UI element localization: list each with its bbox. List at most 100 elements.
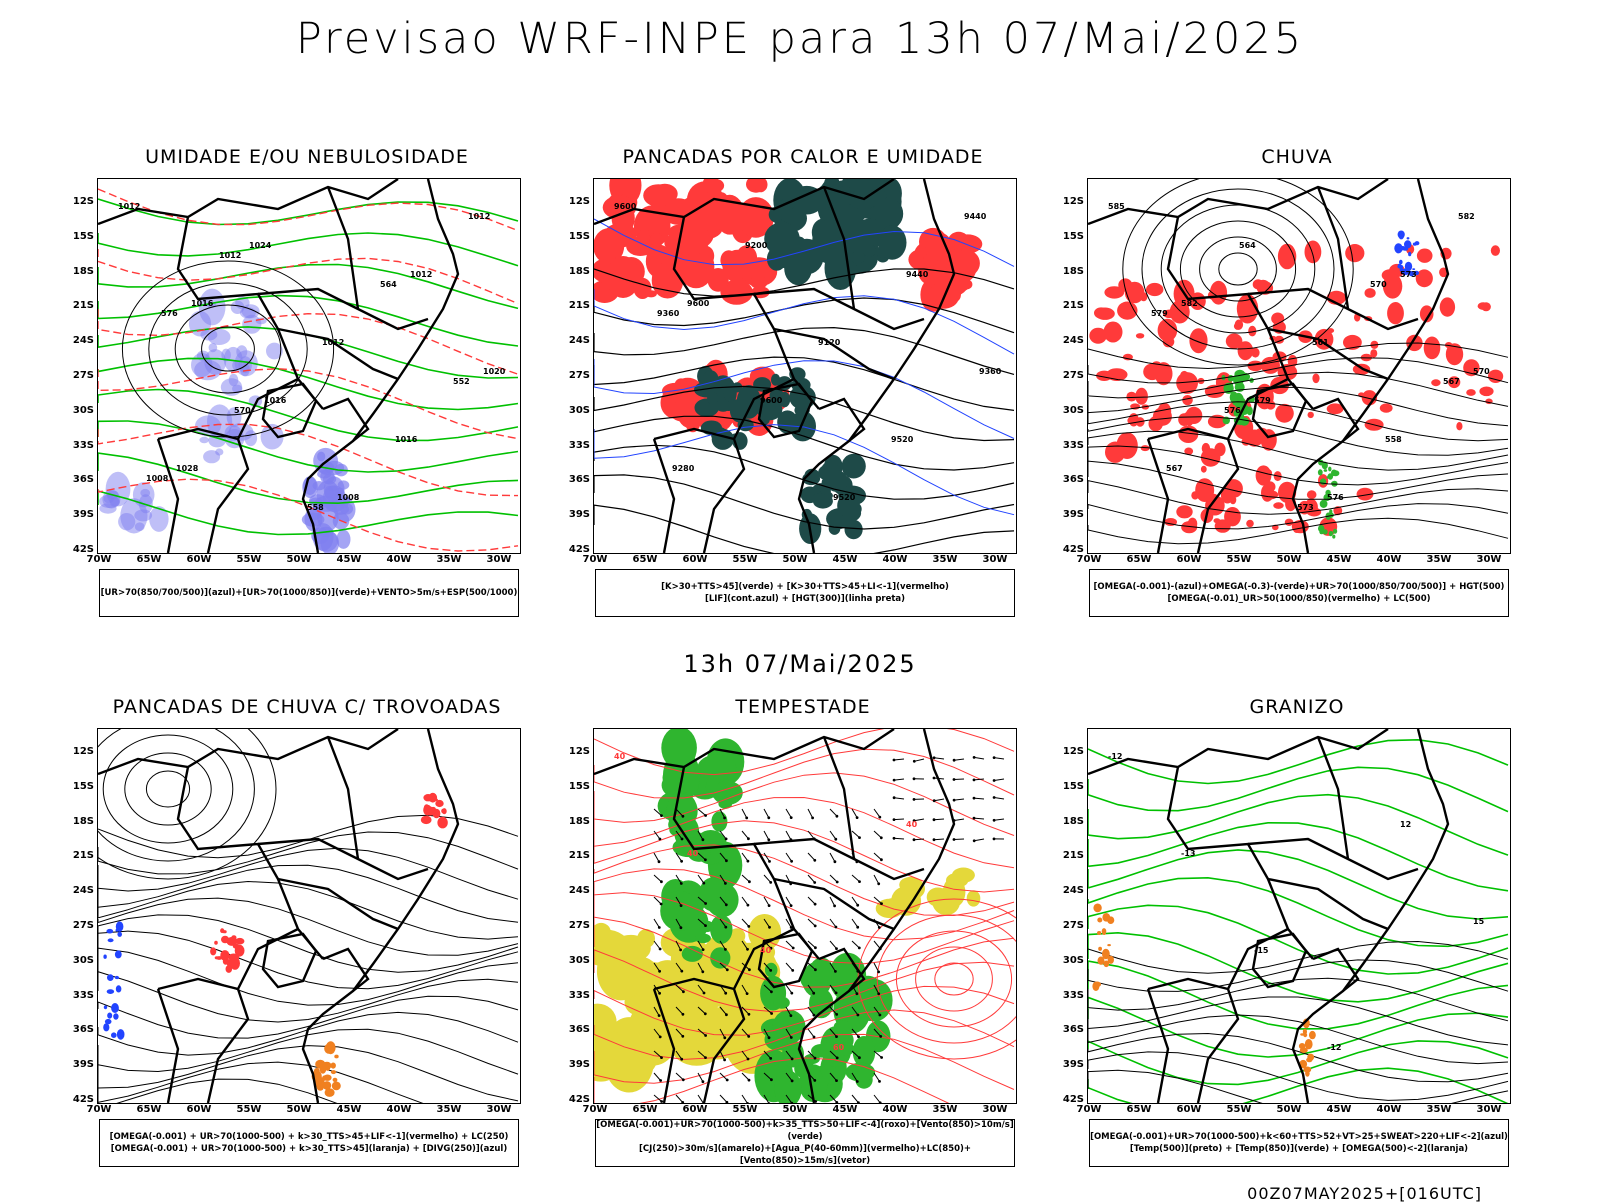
field-blob <box>1478 302 1489 310</box>
field-blob <box>1417 249 1433 263</box>
wind-vector <box>830 831 836 839</box>
country-border <box>323 949 368 991</box>
field-blob <box>1234 323 1242 330</box>
wind-vector <box>852 919 858 927</box>
lon-label: 70W <box>79 554 119 565</box>
vector-head <box>813 881 816 884</box>
contour-label: 576 <box>1327 493 1344 502</box>
lon-label: 55W <box>229 554 269 565</box>
lon-label: 60W <box>179 554 219 565</box>
field-blob <box>1365 288 1376 298</box>
vector-head <box>702 1080 705 1083</box>
contour-label: 1012 <box>322 338 344 347</box>
contour-label: 570 <box>1473 367 1490 376</box>
country-border <box>328 737 358 859</box>
lat-label: 12S <box>560 746 590 757</box>
lat-label: 30S <box>1054 405 1084 416</box>
wind-vector <box>894 759 904 760</box>
vector-head <box>856 926 859 929</box>
wind-vector <box>874 809 880 817</box>
contour-line <box>1088 960 1508 992</box>
field-blob <box>240 307 256 318</box>
field-blob <box>1318 525 1324 532</box>
vector-head <box>973 839 976 842</box>
lat-label: 15S <box>64 231 94 242</box>
map-svg-trovoadas <box>98 729 520 1103</box>
lon-label: 65W <box>1119 554 1159 565</box>
field-blob <box>1332 535 1335 539</box>
forecast-time-label: 13h 07/Mai/2025 <box>0 650 1600 678</box>
contour-label: 570 <box>234 406 251 415</box>
contour-label: 1012 <box>468 212 490 221</box>
wind-vector <box>808 853 815 860</box>
vector-head <box>893 796 896 799</box>
lat-label: 30S <box>560 955 590 966</box>
lat-label: 36S <box>64 1024 94 1035</box>
vector-head <box>856 816 859 819</box>
vector-head <box>681 1035 684 1038</box>
contour-label: 1008 <box>337 493 360 502</box>
lon-label: 40W <box>379 1104 419 1115</box>
contour-line <box>98 1079 518 1103</box>
wind-vector <box>698 1095 704 1103</box>
legend-box-umidade: [UR>70(850/700/500)](azul)+[UR>70(1000/8… <box>99 569 519 617</box>
field-blob <box>1102 928 1107 934</box>
field-blob <box>1238 341 1254 360</box>
field-blob <box>215 448 223 455</box>
contour-label: 558 <box>307 503 324 512</box>
field-blob <box>116 977 119 980</box>
wind-vector <box>830 941 837 949</box>
vector-head <box>835 1079 838 1082</box>
field-blob <box>1466 389 1476 396</box>
lat-label: 27S <box>1054 370 1084 381</box>
contour-label: 1016 <box>191 299 214 308</box>
field-blob <box>829 522 841 535</box>
field-blob <box>117 932 122 937</box>
field-blob <box>1307 490 1317 499</box>
wind-vector <box>742 919 749 926</box>
vector-head <box>747 1035 750 1038</box>
contour-line <box>98 882 518 940</box>
vector-head <box>723 1036 726 1039</box>
vector-head <box>704 924 707 927</box>
country-border <box>754 289 924 329</box>
field-blob <box>1107 944 1111 946</box>
field-blob <box>117 1029 125 1040</box>
wind-vector <box>654 853 659 862</box>
wind-vector <box>954 819 964 821</box>
legend-line: [OMEGA(-0.001)-(azul)+OMEGA(-0.3)-(verde… <box>1090 581 1508 593</box>
field-blob <box>1333 529 1337 534</box>
vector-head <box>768 926 771 929</box>
wind-vector <box>852 941 859 948</box>
field-blob <box>1275 404 1294 423</box>
lat-label: 27S <box>64 920 94 931</box>
wind-vector <box>894 779 904 780</box>
contour-label: 1016 <box>264 396 287 405</box>
vector-head <box>682 1013 685 1016</box>
lat-label: 21S <box>560 300 590 311</box>
lat-label: 18S <box>1054 266 1084 277</box>
field-blob <box>1400 246 1406 250</box>
country-border <box>1313 949 1358 991</box>
contour-label: 40 <box>687 849 699 858</box>
vector-head <box>767 838 770 841</box>
lon-label: 65W <box>625 554 665 565</box>
field-blob <box>1407 237 1410 239</box>
field-blob <box>317 452 325 462</box>
wind-vector <box>934 758 944 759</box>
field-blob <box>1380 403 1393 412</box>
country-border <box>654 439 674 553</box>
lat-label: 18S <box>560 816 590 827</box>
wind-vector <box>786 985 792 993</box>
field-blob <box>707 392 718 405</box>
vector-head <box>658 926 661 929</box>
contour-ring <box>1219 253 1257 285</box>
lon-label: 35W <box>429 554 469 565</box>
lat-label: 21S <box>64 300 94 311</box>
vector-head <box>702 882 705 885</box>
field-blob <box>1228 375 1234 382</box>
main-title: Previsao WRF-INPE para 13h 07/Mai/2025 <box>0 14 1600 64</box>
lon-label: 35W <box>429 1104 469 1115</box>
